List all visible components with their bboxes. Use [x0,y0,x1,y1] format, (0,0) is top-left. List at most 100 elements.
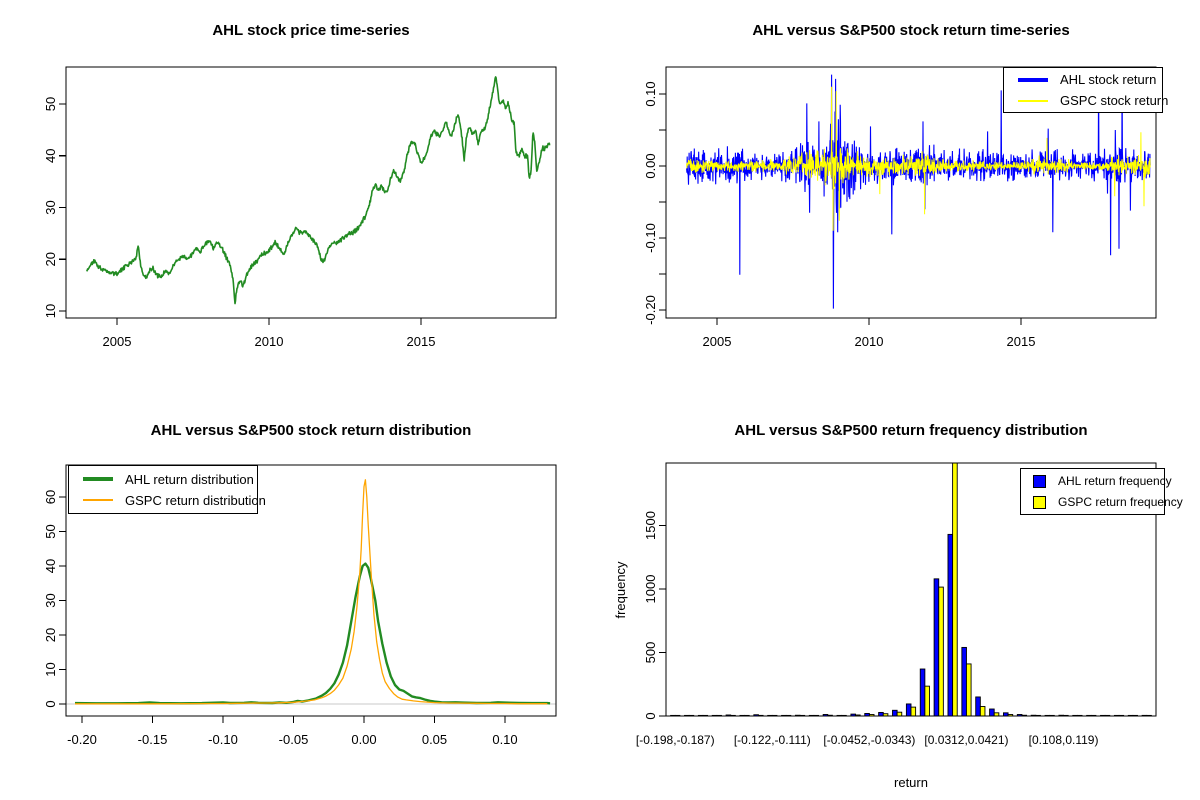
legend-item-gspc-density: GSPC return distribution [69,491,266,509]
returns-legend: AHL stock return GSPC stock return [1003,67,1168,113]
bin-label: [0.0312,0.0421) [924,733,1008,747]
histogram-chart: 0 500 1000 1500 [-0.198,-0.187) [-0.122,-0.11… [636,462,1157,747]
legend-label: AHL return frequency [1058,474,1172,488]
x-tick-label: 2005 [703,334,732,349]
density-legend: AHL return distribution GSPC return dist… [68,465,266,514]
ahl-line-swatch [1018,77,1048,82]
legend-label: AHL return distribution [125,471,254,487]
ahl-frequency-bar [767,714,773,716]
y-tick-label: -0.20 [643,295,658,325]
histogram-panel: AHL versus S&P500 return frequency distr… [600,400,1200,800]
y-tick-label: 60 [43,490,58,504]
gspc-density-swatch [83,499,113,501]
y-tick-label: 0.00 [643,153,658,178]
gspc-frequency-bar [841,714,847,716]
gspc-frequency-bar [1090,714,1097,716]
returns-title: AHL versus S&P500 stock return time-seri… [752,22,1070,39]
ahl-frequency-bar [878,711,884,716]
y-tick-label: 40 [43,149,58,163]
x-tick-label: -0.20 [67,732,97,747]
y-tick-label: 30 [43,200,58,214]
gspc-frequency-bar [1063,714,1069,716]
gspc-frequency-bar [688,714,695,716]
price-panel: AHL stock price time-series 2005 2010 2015… [0,0,600,400]
legend-item-ahl-density: AHL return distribution [69,470,257,488]
legend-label: GSPC stock return [1060,93,1169,108]
y-tick-label: 20 [43,628,58,642]
x-tick-label: -0.15 [138,732,168,747]
y-tick-label: -0.10 [643,223,658,253]
plot-border [65,464,557,717]
ahl-square-swatch [1033,474,1046,488]
histogram-y-axis-label: frequency [613,561,628,619]
ahl-frequency-bar [1113,714,1120,716]
ahl-frequency-bar [794,714,801,716]
gspc-frequency-bar [730,714,736,716]
gspc-frequency-bar [716,714,722,716]
gspc-frequency-bar [771,714,778,716]
gspc-frequency-bar [1076,714,1083,716]
bin-label: [-0.0452,-0.0343) [823,733,915,747]
legend-item-ahl-frequency: AHL return frequency [1021,472,1172,490]
gspc-frequency-bar [966,663,972,716]
y-tick-label: 0 [643,712,658,719]
ahl-density-curve [74,562,551,705]
gspc-frequency-bar [757,714,764,716]
y-tick-label: 1000 [643,575,658,604]
y-tick-label: 10 [43,304,58,318]
y-tick-label: 500 [643,642,658,664]
x-tick-label: 0.00 [351,732,376,747]
y-tick-label: 1500 [643,511,658,540]
gspc-line-swatch [1018,99,1048,102]
gspc-return-line [686,86,1151,231]
ahl-frequency-bar [781,714,787,716]
gspc-frequency-bar [868,714,875,716]
histogram-legend: AHL return frequency GSPC return frequen… [1020,468,1183,515]
gspc-frequency-bar [674,714,681,716]
gspc-frequency-bar [855,714,861,716]
ahl-frequency-bar [697,714,704,716]
ahl-frequency-bar [1030,714,1037,716]
ahl-frequency-bar [947,533,954,716]
gspc-frequency-bar [896,711,903,716]
gspc-frequency-bar [799,714,806,716]
ahl-frequency-bar [933,578,940,716]
density-title: AHL versus S&P500 stock return distribut… [150,422,472,439]
histogram-x-axis-label: return [894,775,928,790]
price-chart: 2005 2010 2015 10 20 30 40 50 [43,66,557,349]
ahl-frequency-bar [1072,714,1078,716]
gspc-frequency-bar [1007,714,1014,716]
ahl-frequency-bar [975,696,981,716]
histogram-title: AHL versus S&P500 return frequency distr… [734,422,1088,439]
ahl-frequency-bar [919,668,926,716]
bin-label: [-0.198,-0.187) [636,733,715,747]
gspc-frequency-bar [1035,714,1041,716]
density-panel: AHL versus S&P500 stock return distribut… [0,400,600,800]
gspc-frequency-bar [910,706,917,716]
gspc-frequency-bar [952,463,958,716]
x-tick-label: -0.10 [208,732,238,747]
gspc-frequency-bar [785,714,792,716]
gspc-density-curve [75,479,548,705]
ahl-frequency-bar [1058,714,1064,716]
gspc-frequency-bar [1132,714,1138,716]
x-tick-label: 2010 [255,334,284,349]
gspc-frequency-bar [993,712,1000,716]
ahl-frequency-bar [1100,714,1106,716]
y-tick-label: 20 [43,252,58,266]
x-tick-label: 0.05 [422,732,447,747]
y-tick-label: 50 [43,97,58,111]
gspc-frequency-bar [702,714,709,716]
ahl-price-line [85,76,551,305]
x-tick-label: 2015 [1007,334,1036,349]
gspc-frequency-bar [882,713,889,716]
plot-border [665,66,1157,319]
y-tick-label: 0.10 [643,81,658,106]
gspc-frequency-bar [1146,714,1152,716]
bin-label: [-0.122,-0.111) [734,733,811,747]
ahl-density-swatch [83,477,113,481]
ahl-frequency-bar [892,709,898,716]
returns-panel: AHL versus S&P500 stock return time-seri… [600,0,1200,400]
x-tick-label: 0.10 [492,732,517,747]
